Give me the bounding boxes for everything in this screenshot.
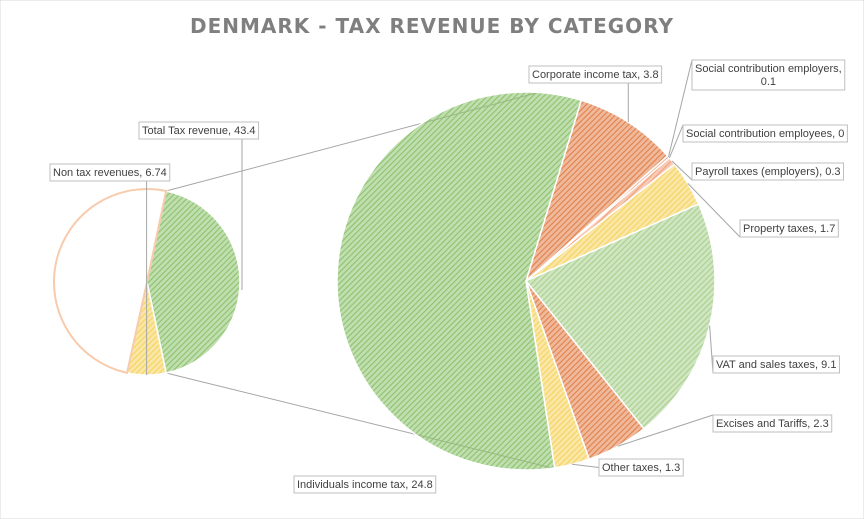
label-excises-and-tariffs: Excises and Tariffs, 2.3 xyxy=(712,414,833,433)
label-social-contribution-employers-leader xyxy=(668,59,693,157)
label-vat-and-sales-taxes: VAT and sales taxes, 9.1 xyxy=(712,355,840,374)
label-vat-and-sales-taxes-leader xyxy=(709,325,714,374)
label-total-tax-revenue: Total Tax revenue, 43.4 xyxy=(138,121,260,140)
label-social-contribution-employers-box xyxy=(691,59,846,91)
primary-slice-total-tax-revenue xyxy=(146,190,241,374)
label-payroll-taxes: Payroll taxes (employers), 0.3 xyxy=(691,162,844,181)
label-total-tax-revenue-box xyxy=(138,121,260,140)
label-corporate-income-tax-box xyxy=(528,65,663,84)
label-social-contribution-employees-box xyxy=(682,124,848,143)
label-other-taxes: Other taxes, 1.3 xyxy=(598,458,684,477)
label-other-taxes-text: Other taxes, 1.3 xyxy=(602,462,680,474)
label-non-tax-revenues: Non tax revenues, 6.74 xyxy=(49,163,171,182)
label-social-contribution-employees-leader xyxy=(668,124,684,159)
label-other-taxes-box xyxy=(598,458,684,477)
label-non-tax-revenues-text: Non tax revenues, 6.74 xyxy=(53,167,167,179)
label-excises-and-tariffs-leader xyxy=(617,414,714,447)
label-social-contribution-employers: Social contribution employers,0.1 xyxy=(691,59,846,91)
label-property-taxes: Property taxes, 1.7 xyxy=(739,219,839,238)
chart-title: DENMARK - TAX REVENUE BY CATEGORY xyxy=(190,14,674,38)
label-property-taxes-leader xyxy=(687,182,741,238)
label-property-taxes-box xyxy=(739,219,839,238)
label-individuals-income-tax: Individuals income tax, 24.8 xyxy=(293,475,437,494)
label-vat-and-sales-taxes-box xyxy=(712,355,840,374)
label-payroll-taxes-box xyxy=(691,162,844,181)
label-payroll-taxes-leader xyxy=(671,160,693,181)
label-other-taxes-leader xyxy=(572,463,600,468)
label-social-contribution-employees-text: Social contribution employees, 0 xyxy=(686,128,844,140)
label-property-taxes-text: Property taxes, 1.7 xyxy=(743,223,835,235)
label-social-contribution-employers-text: Social contribution employers, xyxy=(695,63,842,75)
secondary-slice-individuals-income-tax xyxy=(336,91,583,471)
primary-slice-remainder xyxy=(53,188,168,375)
label-total-tax-revenue-text: Total Tax revenue, 43.4 xyxy=(142,125,256,137)
label-individuals-income-tax-text: Individuals income tax, 24.8 xyxy=(297,479,433,491)
label-non-tax-revenues-box xyxy=(49,163,171,182)
label-vat-and-sales-taxes-text: VAT and sales taxes, 9.1 xyxy=(716,359,836,371)
label-excises-and-tariffs-box xyxy=(712,414,833,433)
label-individuals-income-tax-box xyxy=(293,475,437,494)
label-social-contribution-employees: Social contribution employees, 0 xyxy=(682,124,848,143)
label-excises-and-tariffs-text: Excises and Tariffs, 2.3 xyxy=(716,418,829,430)
label-corporate-income-tax-text: Corporate income tax, 3.8 xyxy=(532,69,659,81)
label-payroll-taxes-text: Payroll taxes (employers), 0.3 xyxy=(695,166,841,178)
label-corporate-income-tax: Corporate income tax, 3.8 xyxy=(528,65,663,84)
label-social-contribution-employers-text: 0.1 xyxy=(761,76,776,88)
